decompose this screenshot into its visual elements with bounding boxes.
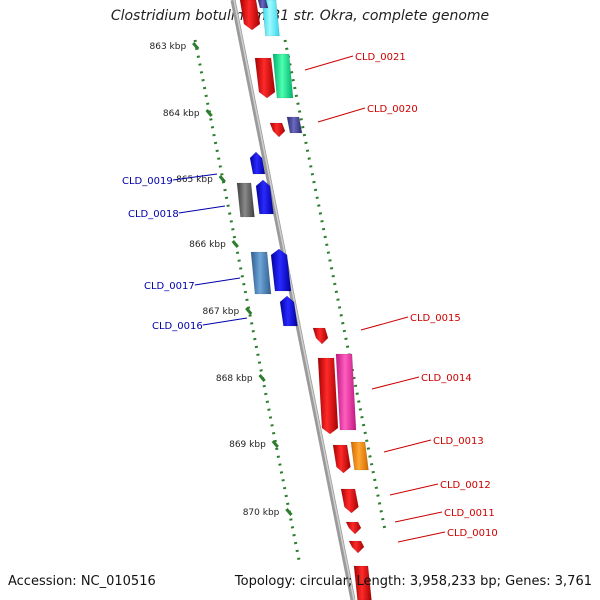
position-label: 864 kbp xyxy=(163,109,200,119)
gene-label: CLD_0018 xyxy=(128,209,179,220)
gene-block xyxy=(250,251,272,295)
gene-label: CLD_0010 xyxy=(447,528,498,539)
position-tick xyxy=(245,307,253,315)
gene-label-leader xyxy=(360,316,409,331)
gene-label: CLD_0014 xyxy=(421,373,472,384)
position-label: 870 kbp xyxy=(243,508,280,518)
position-tick xyxy=(258,374,266,382)
tick-track-left xyxy=(193,39,302,566)
gene-block xyxy=(353,565,372,600)
position-label: 866 kbp xyxy=(189,240,226,250)
position-label: 867 kbp xyxy=(203,307,240,317)
gene-label-leader xyxy=(202,317,248,326)
position-tick xyxy=(271,440,279,448)
gene-label: CLD_0017 xyxy=(144,281,195,292)
gene-label: CLD_0012 xyxy=(440,480,491,491)
gene-label: CLD_0019 xyxy=(122,176,173,187)
gene-block xyxy=(239,0,261,31)
gene-label-leader xyxy=(304,55,354,71)
gene-block xyxy=(317,357,339,435)
gene-block xyxy=(257,0,269,9)
position-tick xyxy=(231,240,239,248)
position-label: 863 kbp xyxy=(150,42,187,52)
gene-block xyxy=(279,295,298,327)
tick-track-right xyxy=(283,39,387,531)
gene-block xyxy=(332,444,351,474)
gene-block xyxy=(249,151,266,175)
gene-block xyxy=(345,521,362,535)
gene-label: CLD_0016 xyxy=(152,321,203,332)
gene-label-leader xyxy=(178,205,226,214)
gene-block xyxy=(254,57,276,99)
position-tick xyxy=(285,508,293,516)
gene-label: CLD_0011 xyxy=(444,508,495,519)
position-tick xyxy=(218,175,226,183)
genome-backbone xyxy=(230,0,356,600)
gene-label-leader xyxy=(394,511,443,523)
gene-label: CLD_0020 xyxy=(367,104,418,115)
position-tick xyxy=(192,42,200,50)
gene-label-leader xyxy=(317,107,366,123)
position-label: 868 kbp xyxy=(216,374,253,384)
genome-title: Clostridium botulinum B1 str. Okra, comp… xyxy=(110,8,490,24)
gene-block xyxy=(261,0,280,37)
gene-block xyxy=(272,53,294,99)
gene-block xyxy=(340,488,359,514)
gene-label-leader xyxy=(172,173,218,181)
gene-block xyxy=(348,540,365,554)
gene-block xyxy=(236,182,255,218)
position-label: 869 kbp xyxy=(229,440,266,450)
gene-block xyxy=(335,353,357,431)
gene-label-leader xyxy=(194,277,241,286)
gene-label-leader xyxy=(371,376,420,390)
position-tick xyxy=(205,109,213,117)
gene-block xyxy=(270,248,292,292)
gene-block xyxy=(286,116,303,134)
gene-label-leader xyxy=(389,483,439,496)
genome-backbone-highlight xyxy=(233,0,355,600)
gene-block xyxy=(269,122,286,138)
position-label: 865 kbp xyxy=(176,175,213,185)
gene-label-leader xyxy=(397,531,446,543)
gene-block xyxy=(350,441,369,471)
accession-label: Accession: NC_010516 xyxy=(8,574,156,589)
genome-summary: Topology: circular; Length: 3,958,233 bp… xyxy=(234,574,592,589)
gene-label-leader xyxy=(383,439,432,453)
gene-block xyxy=(312,327,329,345)
gene-block xyxy=(255,179,274,215)
gene-label: CLD_0015 xyxy=(410,313,461,324)
gene-label: CLD_0021 xyxy=(355,52,406,63)
gene-label: CLD_0013 xyxy=(433,436,484,447)
